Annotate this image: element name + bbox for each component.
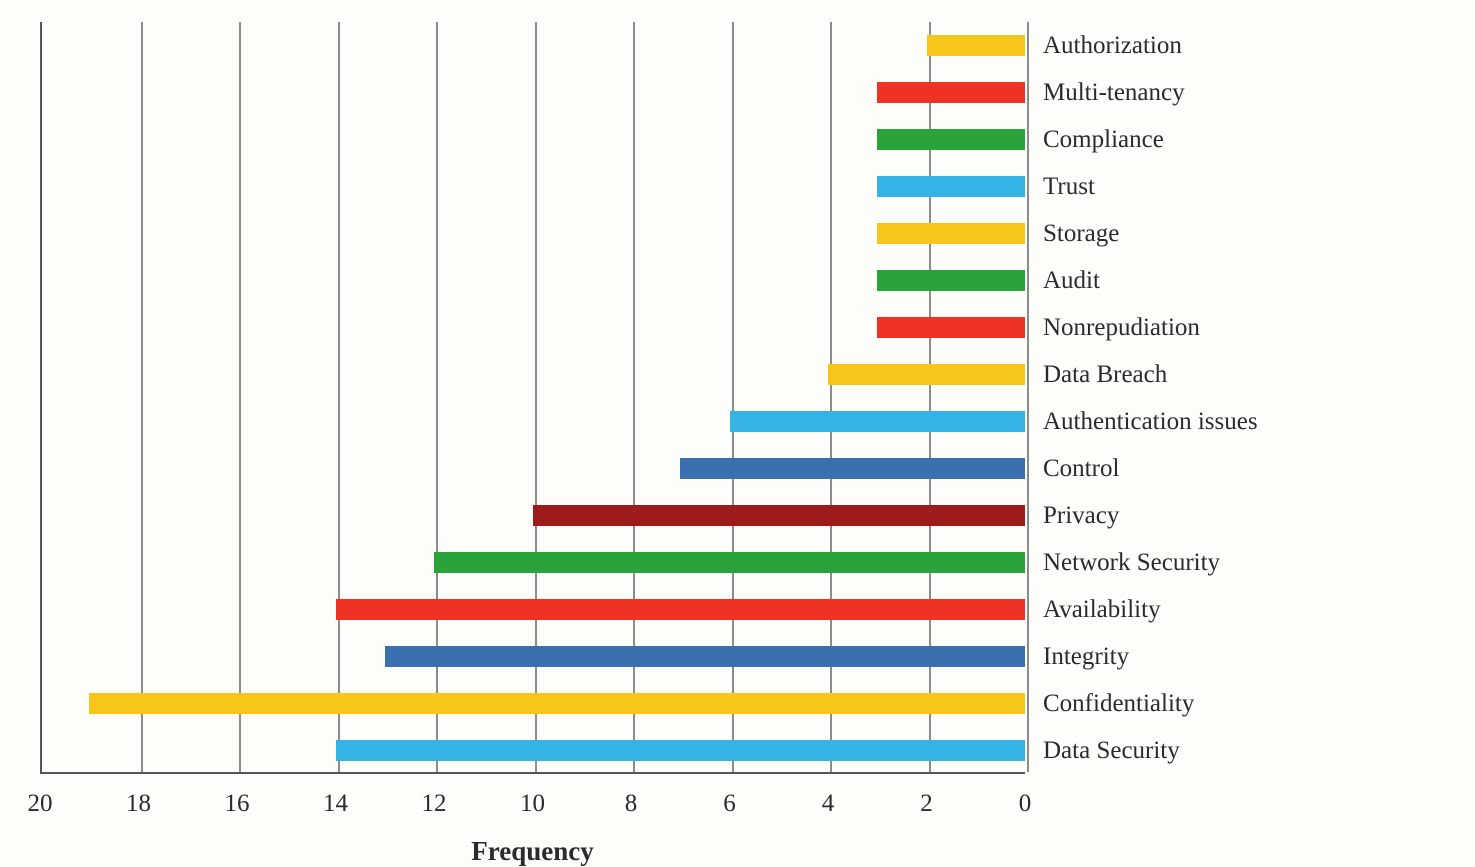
category-label: Data Security — [1043, 737, 1180, 765]
x-tick-label: 4 — [822, 790, 835, 818]
bar — [877, 82, 1025, 104]
frequency-bar-chart: 20181614121086420AuthorizationMulti-tena… — [0, 0, 1475, 857]
bar — [533, 505, 1026, 527]
category-label: Audit — [1043, 267, 1100, 295]
bar — [730, 411, 1026, 433]
x-tick-label: 8 — [625, 790, 638, 818]
bar — [680, 458, 1025, 480]
x-tick-label: 2 — [920, 790, 933, 818]
x-tick-label: 20 — [28, 790, 53, 818]
category-label: Nonrepudiation — [1043, 314, 1200, 342]
plot-area — [40, 22, 1025, 774]
x-tick-label: 14 — [323, 790, 348, 818]
x-tick-label: 10 — [520, 790, 545, 818]
gridline — [141, 22, 143, 772]
bar — [877, 223, 1025, 245]
bar — [336, 599, 1026, 621]
category-label: Compliance — [1043, 126, 1164, 154]
x-tick-label: 12 — [422, 790, 447, 818]
bar — [385, 646, 1025, 668]
category-label: Privacy — [1043, 502, 1119, 530]
category-label: Availability — [1043, 596, 1161, 624]
category-label: Network Security — [1043, 549, 1220, 577]
bar — [877, 317, 1025, 339]
category-label: Multi-tenancy — [1043, 79, 1185, 107]
category-label: Authentication issues — [1043, 408, 1258, 436]
bar — [336, 740, 1026, 762]
gridline — [1027, 22, 1029, 772]
bar — [927, 35, 1026, 57]
category-label: Authorization — [1043, 32, 1182, 60]
x-tick-label: 6 — [723, 790, 736, 818]
bar — [434, 552, 1025, 574]
category-label: Integrity — [1043, 643, 1129, 671]
gridline — [338, 22, 340, 772]
x-tick-label: 16 — [225, 790, 250, 818]
bar — [877, 176, 1025, 198]
category-label: Data Breach — [1043, 361, 1167, 389]
bar — [89, 693, 1025, 715]
gridline — [239, 22, 241, 772]
bar — [828, 364, 1025, 386]
x-tick-label: 0 — [1019, 790, 1032, 818]
category-label: Confidentiality — [1043, 690, 1194, 718]
x-axis-title: Frequency — [471, 836, 594, 867]
category-label: Control — [1043, 455, 1119, 483]
bar — [877, 129, 1025, 151]
category-label: Trust — [1043, 173, 1095, 201]
bar — [877, 270, 1025, 292]
category-label: Storage — [1043, 220, 1119, 248]
x-tick-label: 18 — [126, 790, 151, 818]
